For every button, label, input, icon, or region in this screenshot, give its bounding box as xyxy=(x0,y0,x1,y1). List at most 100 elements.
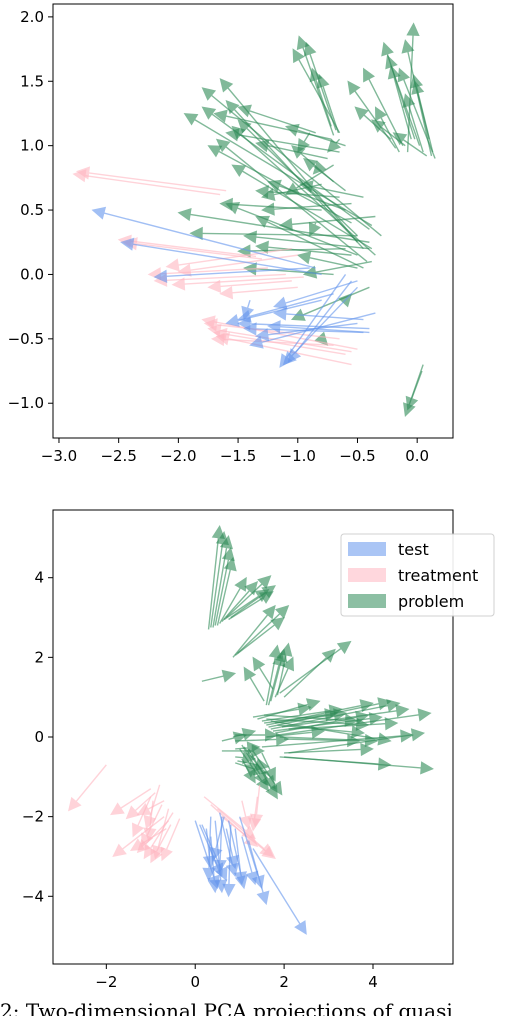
test-arrow xyxy=(273,307,364,321)
test-arrow-head xyxy=(249,335,264,349)
problem-arrow-shaft xyxy=(273,202,352,210)
problem-arrow-shaft xyxy=(234,624,276,656)
treatment-arrow xyxy=(207,279,292,293)
treatment-arrow xyxy=(75,166,227,192)
treatment-arrow-shaft xyxy=(134,792,156,812)
treatment-arrow xyxy=(110,788,152,816)
problem-arrow-shaft xyxy=(291,215,376,226)
problem-arrow-shaft xyxy=(402,139,428,157)
problem-arrow-shaft xyxy=(232,203,322,211)
problem-arrow-shaft xyxy=(227,87,359,243)
test-arrow-shaft xyxy=(285,280,358,304)
problem-arrow-shaft xyxy=(265,657,276,706)
test-arrow-shaft xyxy=(166,267,310,278)
problem-arrow-head xyxy=(336,640,352,655)
problem-arrow xyxy=(216,556,237,626)
problem-arrow-shaft xyxy=(261,735,402,748)
treatment-arrow-head xyxy=(203,318,218,332)
legend-label-treatment: treatment xyxy=(398,566,478,585)
problem-arrow xyxy=(284,742,374,757)
treatment-arrow xyxy=(150,824,172,864)
treatment-arrow-head xyxy=(219,286,234,300)
problem-arrow-head xyxy=(321,648,336,663)
treatment-arrow-shaft xyxy=(149,800,154,829)
problem-arrow-shaft xyxy=(219,587,241,624)
problem-arrow xyxy=(265,644,282,706)
problem-arrow-shaft xyxy=(228,597,264,621)
treatment-arrow-shaft xyxy=(88,172,227,192)
treatment-arrow-shaft xyxy=(160,267,268,275)
problem-arrow-head xyxy=(219,78,234,93)
treatment-arrow-shaft xyxy=(155,824,172,853)
treatment-arrow-shaft xyxy=(255,784,261,815)
problem-arrow-shaft xyxy=(284,748,362,754)
y-tick-label: 1.5 xyxy=(20,72,44,90)
problem-arrow-head xyxy=(347,80,361,96)
problem-arrow-head xyxy=(183,113,199,126)
problem-arrow-head xyxy=(285,182,300,196)
problem-arrow-head xyxy=(401,39,415,54)
test-arrow xyxy=(252,848,307,935)
treatment-arrow-shaft xyxy=(241,800,247,818)
problem-arrow-head xyxy=(292,48,305,64)
problem-arrow xyxy=(312,160,327,175)
x-tick-label: 0 xyxy=(190,973,200,991)
problem-arrow-shaft xyxy=(221,737,235,742)
treatment-arrow xyxy=(125,792,156,820)
problem-arrow-head xyxy=(177,207,192,222)
problem-arrow-head xyxy=(386,699,401,713)
y-tick-label: 0.5 xyxy=(20,201,44,219)
problem-arrow-shaft xyxy=(311,186,364,198)
treatment-arrow-shaft xyxy=(232,286,298,294)
test-arrow-shaft xyxy=(249,293,334,318)
problem-arrow-head xyxy=(402,93,416,108)
problem-arrow xyxy=(267,652,286,706)
problem-arrow-shaft xyxy=(270,704,389,730)
problem-arrow-head xyxy=(333,708,348,722)
treatment-arrow-head xyxy=(110,802,125,816)
problem-arrow-shaft xyxy=(283,657,327,698)
problem-arrow-shaft xyxy=(298,59,341,134)
axes-frame xyxy=(52,3,454,439)
problem-arrow-shaft xyxy=(281,710,397,728)
test-arrow-head xyxy=(245,870,259,886)
x-tick-label: −3.0 xyxy=(41,447,77,465)
treatment-arrow-head xyxy=(177,263,192,277)
problem-arrow-head xyxy=(232,731,248,745)
problem-arrow-head xyxy=(242,751,257,765)
problem-arrow-head xyxy=(371,119,386,133)
problem-arrow-shaft xyxy=(221,590,250,622)
legend-swatch-treatment xyxy=(348,568,386,582)
problem-arrow-head xyxy=(274,604,290,619)
test-arrow-head xyxy=(207,879,221,894)
problem-arrow-shaft xyxy=(258,667,274,690)
problem-arrow-shaft xyxy=(212,547,228,628)
legend-label-problem: problem xyxy=(398,592,464,611)
x-tick-label: 2 xyxy=(279,973,289,991)
problem-arrow-head xyxy=(267,179,282,193)
problem-arrow-head xyxy=(255,215,271,228)
problem-arrow-head xyxy=(270,616,285,631)
problem-arrow-shaft xyxy=(275,714,335,724)
problem-arrow xyxy=(225,575,272,619)
treatment-arrow-shaft xyxy=(178,247,292,266)
test-arrow-head xyxy=(243,322,257,336)
treatment-arrow xyxy=(136,800,165,816)
test-arrow-shaft xyxy=(225,828,234,857)
arrows-group xyxy=(72,22,436,417)
treatment-arrow-shaft xyxy=(120,788,152,809)
y-tick-label: −2 xyxy=(22,808,44,826)
treatment-arrow-shaft xyxy=(146,804,163,836)
problem-arrow-head xyxy=(405,395,419,411)
problem-arrow-head xyxy=(354,106,369,121)
problem-arrow-head xyxy=(381,41,394,57)
problem-arrow-head xyxy=(269,780,283,796)
problem-arrow-shaft xyxy=(201,675,224,682)
test-arrow-shaft xyxy=(219,816,223,861)
problem-arrow xyxy=(387,64,412,140)
problem-arrow-head xyxy=(256,776,270,792)
legend-swatch-problem xyxy=(348,594,386,608)
treatment-arrow xyxy=(112,816,165,858)
treatment-arrow-head xyxy=(136,803,152,816)
